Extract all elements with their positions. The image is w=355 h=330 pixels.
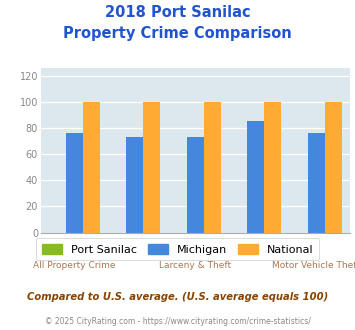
Text: Motor Vehicle Theft: Motor Vehicle Theft [272, 261, 355, 270]
Bar [187, 137, 204, 233]
Bar [83, 102, 99, 233]
Text: All Property Crime: All Property Crime [33, 261, 115, 270]
Text: Burglary: Burglary [236, 243, 275, 251]
Bar [143, 102, 160, 233]
Text: © 2025 CityRating.com - https://www.cityrating.com/crime-statistics/: © 2025 CityRating.com - https://www.city… [45, 317, 310, 326]
Bar [126, 137, 143, 233]
Bar [264, 102, 281, 233]
Text: Compared to U.S. average. (U.S. average equals 100): Compared to U.S. average. (U.S. average … [27, 292, 328, 302]
Bar [308, 133, 325, 233]
Text: Larceny & Theft: Larceny & Theft [159, 261, 231, 270]
Text: 2018 Port Sanilac: 2018 Port Sanilac [105, 5, 250, 20]
Text: Arson: Arson [122, 243, 148, 251]
Bar [66, 133, 83, 233]
Bar [247, 121, 264, 233]
Bar [204, 102, 221, 233]
Bar [325, 102, 342, 233]
Text: Property Crime Comparison: Property Crime Comparison [63, 26, 292, 41]
Legend: Port Sanilac, Michigan, National: Port Sanilac, Michigan, National [36, 238, 319, 260]
